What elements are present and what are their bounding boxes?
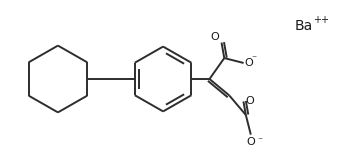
Text: O: O: [245, 96, 254, 106]
Text: O: O: [211, 32, 219, 42]
Text: O: O: [246, 137, 255, 147]
Text: O: O: [245, 58, 253, 68]
Text: ⁻: ⁻: [258, 137, 263, 147]
Text: Ba: Ba: [295, 19, 313, 33]
Text: ++: ++: [313, 15, 329, 25]
Text: ⁻: ⁻: [252, 54, 257, 64]
